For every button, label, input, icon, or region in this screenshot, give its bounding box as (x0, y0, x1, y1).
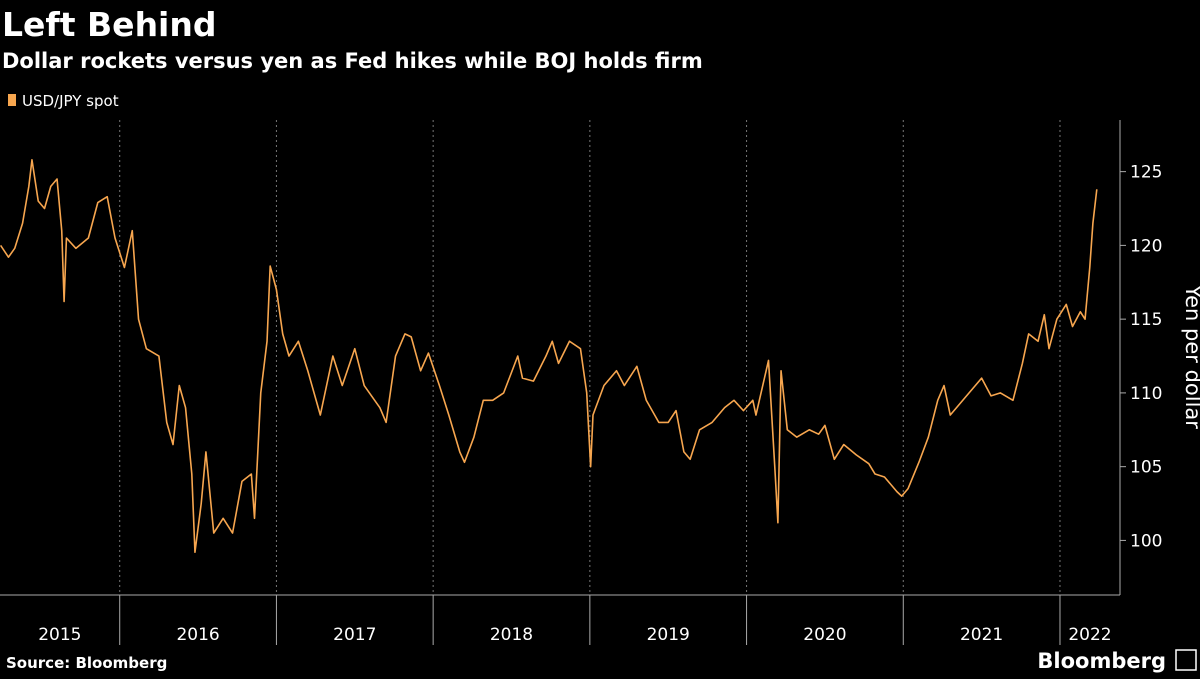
y-tick-label: 115 (1130, 310, 1162, 330)
y-tick-label: 110 (1130, 384, 1162, 404)
x-tick-label: 2015 (38, 625, 81, 645)
x-tick-label: 2018 (490, 625, 533, 645)
chart-title: Left Behind (2, 5, 216, 44)
x-tick-label: 2019 (647, 625, 690, 645)
source: Source: Bloomberg (6, 654, 167, 672)
y-axis-title: Yen per dollar (1181, 284, 1200, 429)
y-tick-label: 125 (1130, 163, 1162, 183)
logo-icon (1175, 649, 1197, 671)
chart-subtitle: Dollar rockets versus yen as Fed hikes w… (2, 49, 703, 73)
x-tick-label: 2016 (176, 625, 219, 645)
x-tick-label: 2020 (803, 625, 846, 645)
y-tick-label: 120 (1130, 236, 1162, 256)
legend-swatch (8, 94, 16, 106)
branding: Bloomberg (1037, 649, 1166, 673)
y-tick-label: 100 (1130, 531, 1162, 551)
x-tick-label: 2022 (1068, 625, 1111, 645)
legend-label: USD/JPY spot (22, 92, 119, 110)
x-tick-label: 2021 (960, 625, 1003, 645)
x-tick-label: 2017 (333, 625, 376, 645)
data-line (0, 159, 1098, 554)
y-tick-label: 105 (1130, 458, 1162, 478)
